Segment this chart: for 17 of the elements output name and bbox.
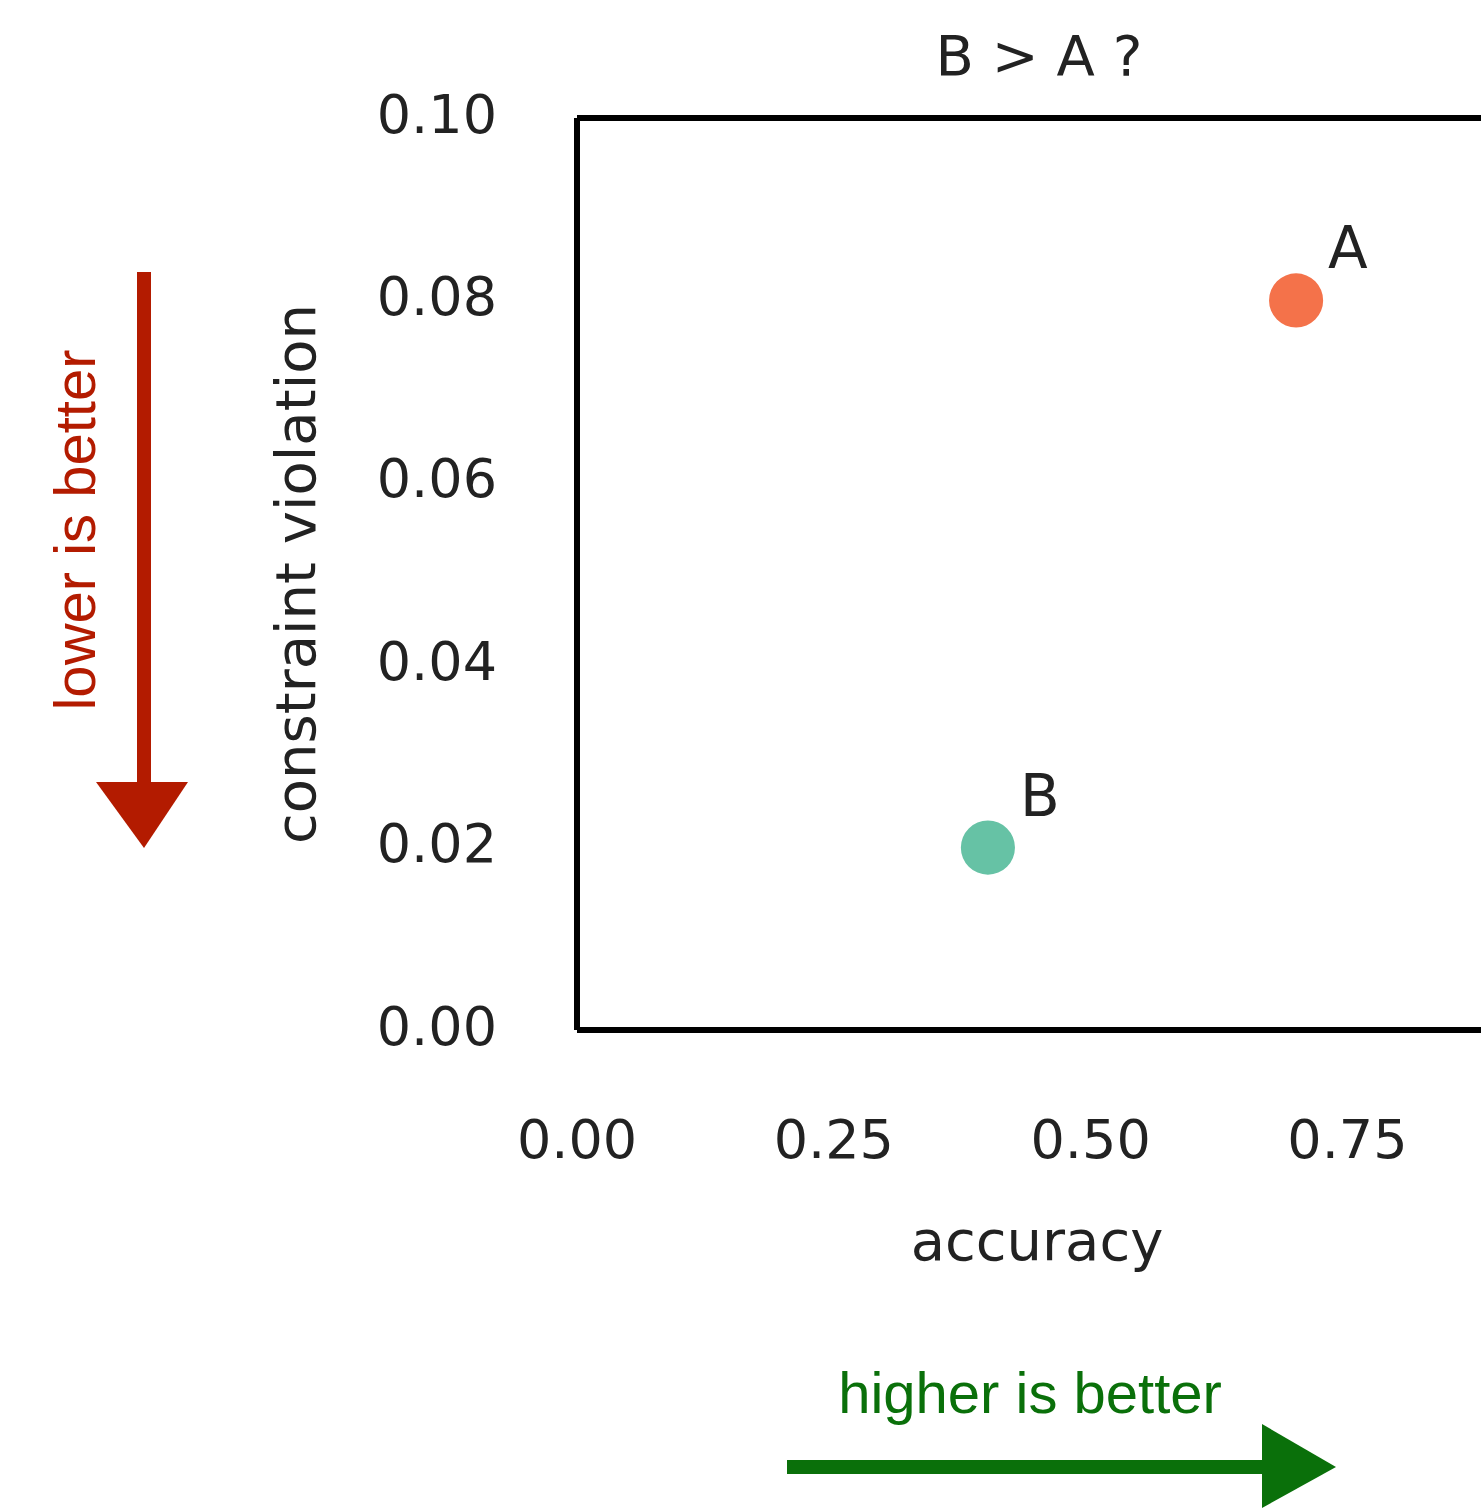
series-label: A xyxy=(1328,214,1369,283)
x-tick-label: 0.00 xyxy=(516,1108,638,1171)
y-axis-title: constraint violation xyxy=(263,304,328,844)
series-label: B xyxy=(1019,761,1060,830)
x-tick-label: 0.50 xyxy=(1030,1108,1151,1171)
y-tick-label: 0.04 xyxy=(376,629,497,693)
y-tick-label: 0.08 xyxy=(376,265,497,329)
x-axis-title: accuracy xyxy=(910,1208,1164,1273)
chart-title: B > A ? xyxy=(935,23,1143,88)
y-tick-label: 0.10 xyxy=(376,82,497,146)
y-tick-label: 0.02 xyxy=(376,812,497,876)
text: lower is better xyxy=(42,349,107,711)
y-tick-label: 0.00 xyxy=(376,994,497,1058)
x-tick-label: 0.25 xyxy=(773,1108,894,1171)
y-tick-label: 0.06 xyxy=(376,447,497,511)
x-tick-label: 0.75 xyxy=(1287,1108,1408,1171)
text: higher is better xyxy=(838,1360,1222,1425)
